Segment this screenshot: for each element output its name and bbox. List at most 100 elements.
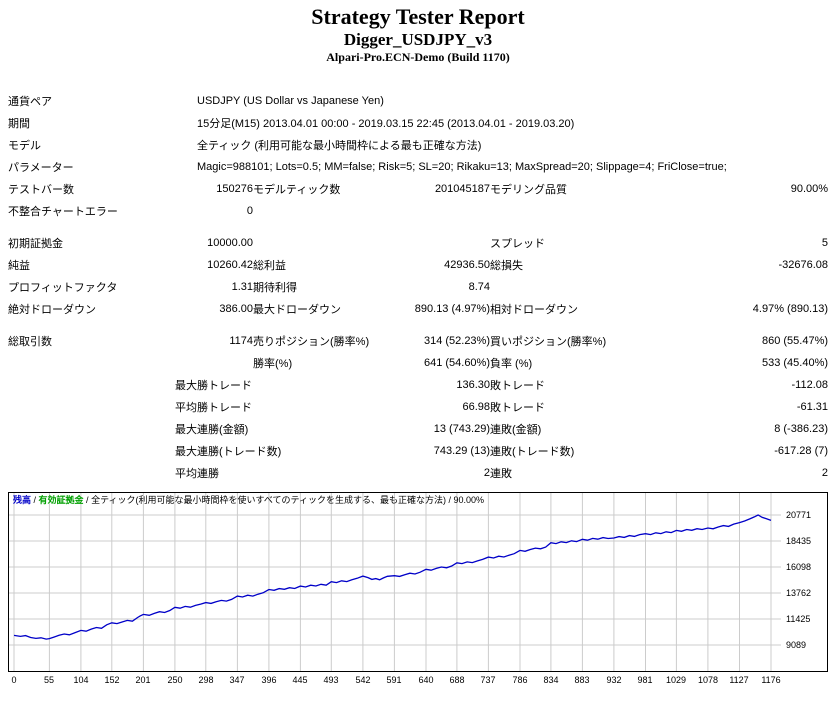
report-cell: 90.00% (790, 183, 829, 195)
y-axis-tick-label: 11425 (786, 614, 811, 624)
x-axis-tick-label: 347 (229, 675, 245, 685)
report-cell: -32676.08 (778, 259, 829, 271)
report-cell: 平均 (175, 402, 197, 414)
report-cell: USDJPY (US Dollar vs Japanese Yen) (197, 95, 384, 107)
report-cell: 相対ドローダウン (490, 304, 578, 316)
report-cell (393, 200, 490, 222)
report-cell: 136.30 (456, 379, 490, 391)
report-cell (8, 352, 197, 374)
report-row: 初期証拠金 10000.00 スプレッド 5 (8, 232, 828, 254)
y-axis-tick-label: 20771 (786, 510, 812, 520)
report-cell (490, 200, 640, 222)
report-cell: 勝トレード (197, 380, 252, 392)
x-axis-tick-label: 591 (386, 675, 402, 685)
report-cell: 敗トレード (490, 380, 545, 392)
report-cell: 平均 (175, 468, 197, 480)
report-cell: 150276 (216, 183, 253, 195)
report-cell: 860 (55.47%) (761, 335, 829, 347)
x-axis-tick-label: 786 (512, 675, 528, 685)
x-axis-tick-label: 55 (43, 675, 55, 685)
report-row: 平均 連勝 2 連敗 2 (8, 462, 828, 484)
server-build: Alpari-Pro.ECN-Demo (Build 1170) (326, 50, 510, 64)
report-cell: 絶対ドローダウン (8, 304, 96, 316)
report-cell: 5 (821, 237, 829, 249)
report-cell: 10000.00 (207, 237, 253, 249)
report-cell: モデル (8, 140, 41, 152)
x-axis-tick-label: 542 (355, 675, 371, 685)
x-axis-tick-label: 981 (637, 675, 653, 685)
report-cell: 2 (483, 467, 490, 479)
report-cell: 不整合チャートエラー (8, 206, 118, 218)
report-cell: 勝率(%) (253, 358, 293, 370)
report-cell: 純益 (8, 260, 30, 272)
report-cell: 10260.42 (207, 259, 253, 271)
report-row: モデル 全ティック (利用可能な最小時間枠による最も正確な方法) (8, 134, 828, 156)
balance-curve-line (13, 514, 772, 640)
report-cell (393, 232, 490, 254)
report-cell: 期待利得 (253, 282, 297, 294)
x-axis-tick-label: 0 (11, 675, 17, 685)
chart-legend: 残高 / 有効証拠金 / 全ティック(利用可能な最小時間枠を使いすべてのティック… (13, 495, 484, 506)
report-cell: スプレッド (490, 238, 545, 250)
x-axis-tick-label: 445 (292, 675, 308, 685)
x-axis-tick-label: 1029 (665, 675, 687, 685)
report-cell (640, 200, 828, 222)
report-cell: 2 (821, 467, 829, 479)
report-cell: 勝トレード (197, 402, 252, 414)
report-cell (253, 200, 393, 222)
report-row: パラメーター Magic=988101; Lots=0.5; MM=false; … (8, 156, 828, 178)
report-cell: モデルティック数 (253, 184, 341, 196)
report-cell: 890.13 (4.97%) (414, 303, 490, 315)
report-row: 総取引数 1174 売りポジション(勝率%) 314 (52.23%) 買いポジション(… (8, 330, 828, 352)
legend-model-text: 全ティック(利用可能な最小時間枠を使いすべてのティックを生成する、最も正確な方法… (91, 495, 485, 505)
report-cell: パラメーター (8, 162, 74, 174)
report-cell: 66.98 (462, 401, 490, 413)
y-axis-tick-label: 18435 (786, 536, 812, 546)
report-cell: -112.08 (791, 379, 829, 391)
report-row: 勝率(%) 641 (54.60%) 負率 (%) 533 (45.40%) (8, 352, 828, 374)
report-row: 不整合チャートエラー 0 (8, 200, 828, 222)
report-cell: 連敗 (490, 468, 512, 480)
report-cell: 8 (-386.23) (774, 423, 829, 435)
report-cell: 42936.50 (444, 259, 490, 271)
report-cell: 連勝(トレード数) (197, 446, 282, 458)
report-cell: テストバー数 (8, 184, 74, 196)
x-axis-labels: 0 55 104 152 201 250 298 347 396 445 493 542 591 640 6… (9, 675, 836, 689)
spacer-cell (8, 320, 828, 330)
report-row: 平均 勝トレード 66.98 敗トレード -61.31 (8, 396, 828, 418)
report-cell (640, 276, 828, 298)
y-axis-tick-label: 13762 (786, 588, 812, 598)
report-row: プロフィットファクタ 1.31 期待利得 8.74 (8, 276, 828, 298)
x-axis-tick-label: 932 (606, 675, 622, 685)
y-axis-labels: 20771 18435 16098 13762 11425 9089 (781, 493, 827, 671)
x-axis-tick-label: 737 (480, 675, 496, 685)
report-cell: 8.74 (468, 281, 490, 293)
report-cell: 連敗(金額) (490, 424, 542, 436)
x-axis-tick-label: 883 (574, 675, 590, 685)
report-cell: 初期証拠金 (8, 238, 63, 250)
report-cell: 総取引数 (8, 336, 52, 348)
report-row: テストバー数 150276 モデルティック数 201045187 モデリング品質 90.0… (8, 178, 828, 200)
report-row: 通貨ペア USDJPY (US Dollar vs Japanese Yen) (8, 90, 828, 112)
report-cell: 1.31 (231, 281, 253, 293)
report-cell (490, 276, 640, 298)
x-axis-tick-label: 396 (261, 675, 277, 685)
legend-balance-label: 残高 (13, 495, 32, 505)
x-axis-tick-label: 493 (323, 675, 339, 685)
legend-separator-1: / (31, 495, 39, 505)
report-spacer-row (8, 320, 828, 330)
report-cell: 最大 (175, 380, 197, 392)
report-cell: 4.97% (890.13) (752, 303, 829, 315)
page-title: Strategy Tester Report (311, 4, 525, 29)
report-table: 通貨ペア USDJPY (US Dollar vs Japanese Yen) 期間… (8, 90, 828, 484)
report-cell: 314 (52.23%) (423, 335, 490, 347)
report-cell: モデリング品質 (490, 184, 567, 196)
report-cell: 総損失 (490, 260, 523, 272)
report-cell (253, 232, 393, 254)
report-cell: 386.00 (219, 303, 253, 315)
legend-equity-label: 有効証拠金 (38, 495, 84, 505)
equity-curve-svg (9, 493, 781, 671)
y-axis-tick-label: 9089 (786, 640, 807, 650)
report-row: 最大 連勝(トレード数) 743.29 (13) 連敗(トレード数) -617.28 (… (8, 440, 828, 462)
